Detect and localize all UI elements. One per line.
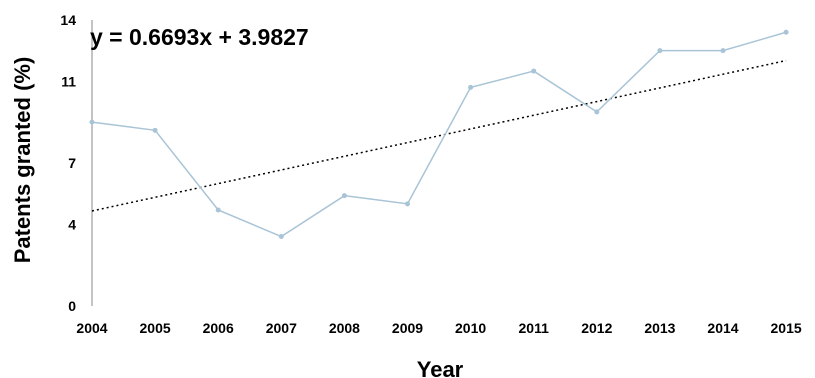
x-tick-label: 2013: [644, 320, 675, 336]
x-tick-label: 2009: [392, 320, 423, 336]
x-tick-label: 2015: [771, 320, 802, 336]
x-tick-label: 2010: [455, 320, 486, 336]
data-point: [278, 234, 284, 240]
y-tick-labels: 0 4 7 11 14: [60, 12, 76, 314]
y-tick-label: 11: [61, 73, 76, 89]
data-point: [215, 207, 221, 213]
data-point: [89, 119, 95, 125]
x-tick-labels: 2004 2005 2006 2007 2008 2009 2010 2011 2012 2013…: [76, 320, 801, 336]
x-tick-label: 2004: [76, 320, 107, 336]
x-tick-label: 2007: [266, 320, 297, 336]
data-point: [657, 48, 663, 54]
x-tick-label: 2012: [581, 320, 612, 336]
y-axis: 0 4 7 11 14: [60, 12, 93, 314]
data-point: [468, 84, 474, 90]
x-axis-title: Year: [417, 357, 464, 378]
data-point: [594, 109, 600, 115]
series-line: [91, 31, 787, 238]
trendline: [91, 59, 787, 212]
y-tick-label: 4: [68, 216, 76, 232]
data-point: [152, 127, 158, 133]
data-point: [341, 193, 347, 199]
y-axis-title: Patents granted (%): [10, 57, 35, 264]
data-point: [405, 201, 410, 207]
data-point: [531, 68, 537, 74]
data-points: [89, 29, 789, 240]
y-tick-label: 14: [60, 12, 76, 28]
x-tick-label: 2006: [203, 320, 234, 336]
x-tick-label: 2008: [329, 320, 360, 336]
y-tick-label: 7: [68, 155, 76, 171]
y-tick-label: 0: [68, 298, 76, 314]
x-tick-label: 2014: [707, 320, 738, 336]
x-tick-label: 2005: [140, 320, 171, 336]
trendline-equation: y = 0.6693x + 3.9827: [90, 24, 309, 50]
data-point: [783, 29, 789, 35]
data-point: [720, 48, 726, 54]
x-tick-label: 2011: [519, 320, 550, 336]
